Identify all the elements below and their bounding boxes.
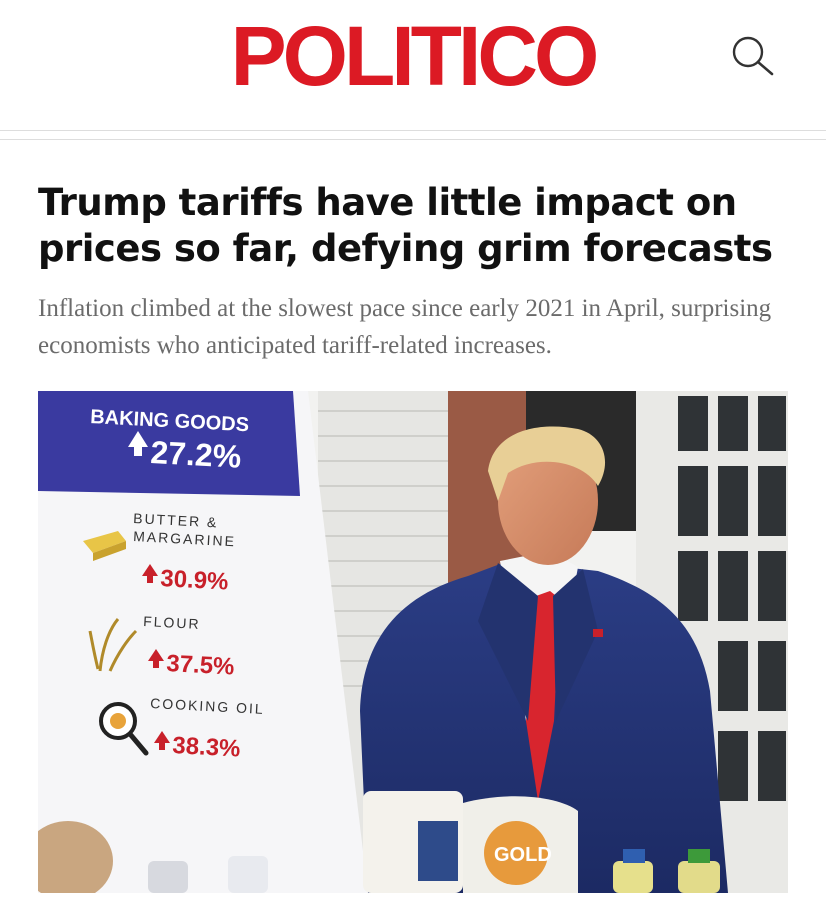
article-headline[interactable]: Trump tariffs have little impact on pric… <box>38 181 773 270</box>
article-lead-photo[interactable]: BAKING GOODS 27.2% BUTTER & MARGARINE 30… <box>38 391 788 893</box>
header-divider-secondary <box>0 139 826 140</box>
sign-banner-value: 27.2% <box>150 434 242 475</box>
search-icon <box>732 36 774 76</box>
bag-label: GOLD <box>494 844 552 866</box>
photo-illustration: BAKING GOODS 27.2% BUTTER & MARGARINE 30… <box>38 391 788 893</box>
wheat-icon <box>88 618 138 672</box>
butter-icon <box>83 531 126 561</box>
up-arrow-icon <box>128 431 148 447</box>
tariff-sign: BAKING GOODS 27.2% BUTTER & MARGARINE 30… <box>38 391 368 893</box>
grocery-products: GOLD <box>38 791 720 893</box>
sign-item-label: COOKING OIL <box>150 695 265 717</box>
politico-logo[interactable]: POLITICO <box>230 9 600 103</box>
sign-item-label: BUTTER & <box>133 510 219 530</box>
up-arrow-icon <box>154 731 170 743</box>
sign-item-label: MARGARINE <box>133 528 236 549</box>
sign-item-value: 38.3% <box>172 732 241 763</box>
gold-bag-logo <box>484 821 548 885</box>
sign-item-label: FLOUR <box>143 613 201 632</box>
search-button[interactable] <box>726 30 780 84</box>
up-arrow-icon <box>142 564 158 576</box>
sign-item-value: 30.9% <box>160 565 229 596</box>
frying-pan-icon <box>99 702 149 756</box>
sign-item-value: 37.5% <box>166 650 235 681</box>
article-dek: Inflation climbed at the slowest pace si… <box>38 295 772 359</box>
up-arrow-icon <box>148 649 164 661</box>
top-bar: POLITICO <box>0 0 826 130</box>
header-divider <box>0 130 826 131</box>
